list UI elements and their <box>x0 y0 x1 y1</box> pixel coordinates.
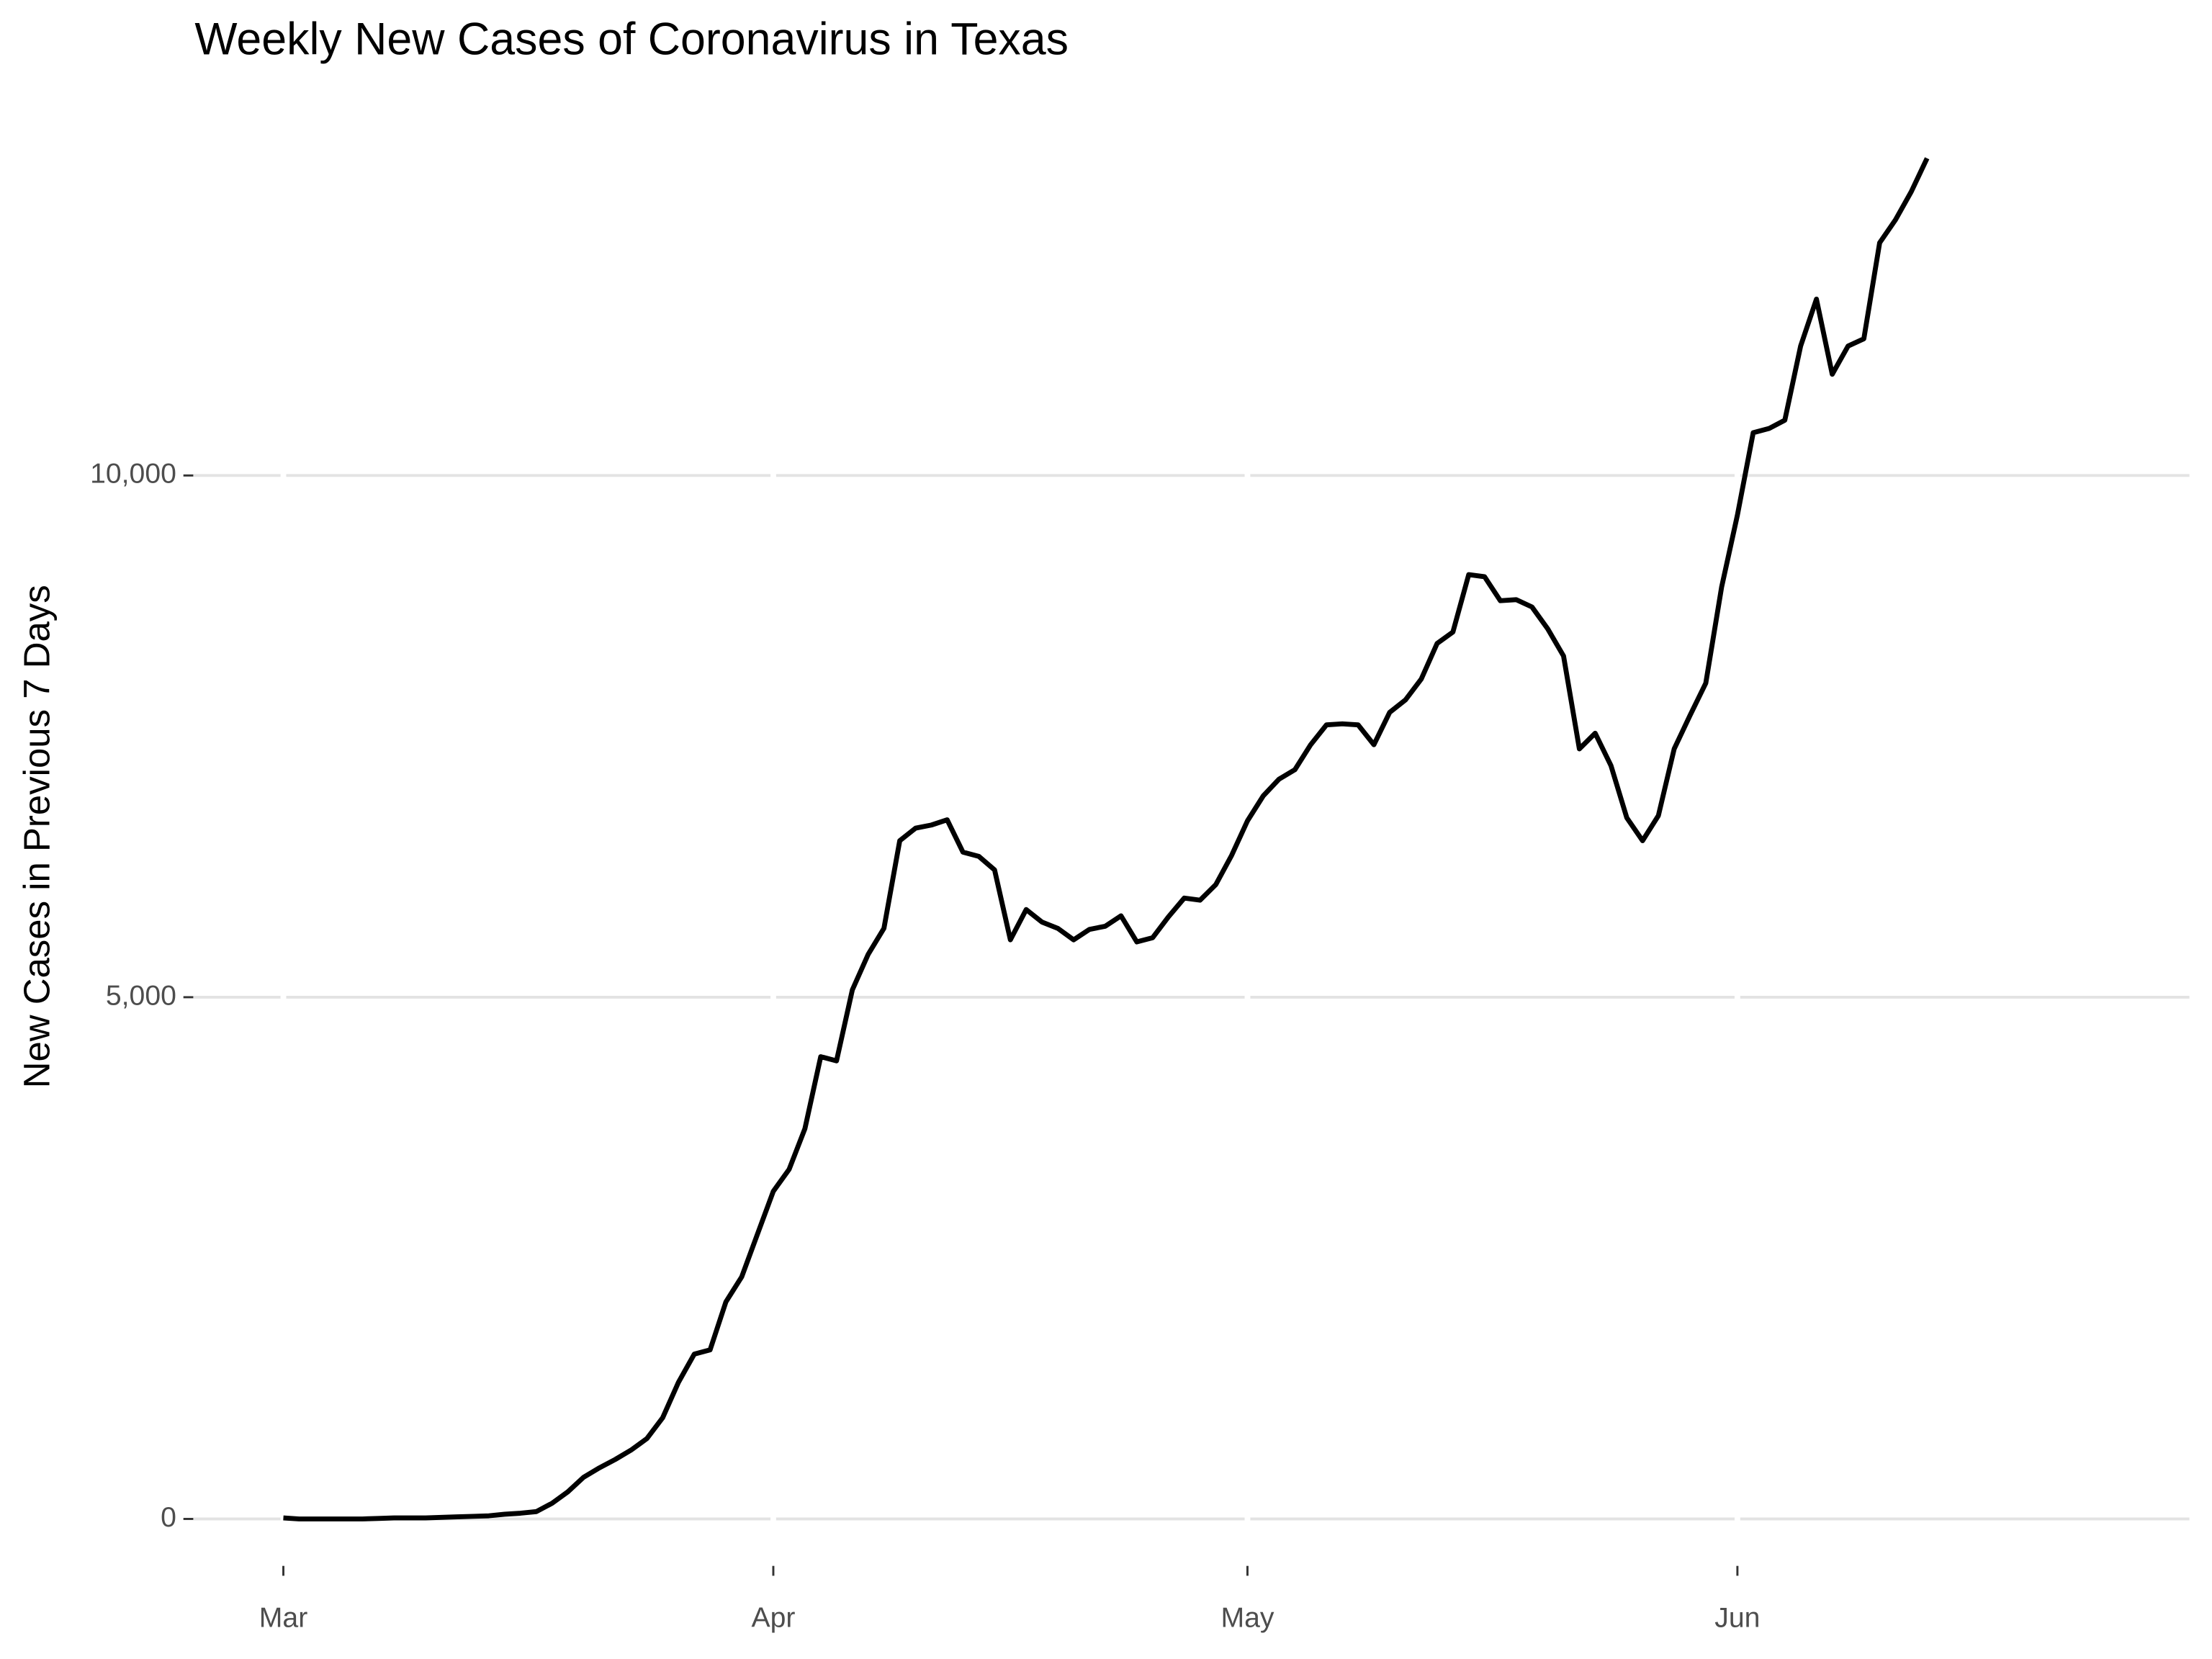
y-tick-label: 5,000 <box>106 980 176 1011</box>
x-tick-label: May <box>1220 1602 1274 1633</box>
line <box>283 157 1930 1521</box>
x-tick-label: Jun <box>1714 1602 1760 1633</box>
y-tick-label: 0 <box>161 1502 176 1533</box>
x-tick-label: Apr <box>751 1602 795 1633</box>
chart-title: Weekly New Cases of Coronavirus in Texas <box>194 14 1069 64</box>
x-tick-label: Mar <box>259 1602 307 1633</box>
y-tick-label: 10,000 <box>90 459 176 490</box>
y-axis-label: New Cases in Previous 7 Days <box>16 585 57 1088</box>
